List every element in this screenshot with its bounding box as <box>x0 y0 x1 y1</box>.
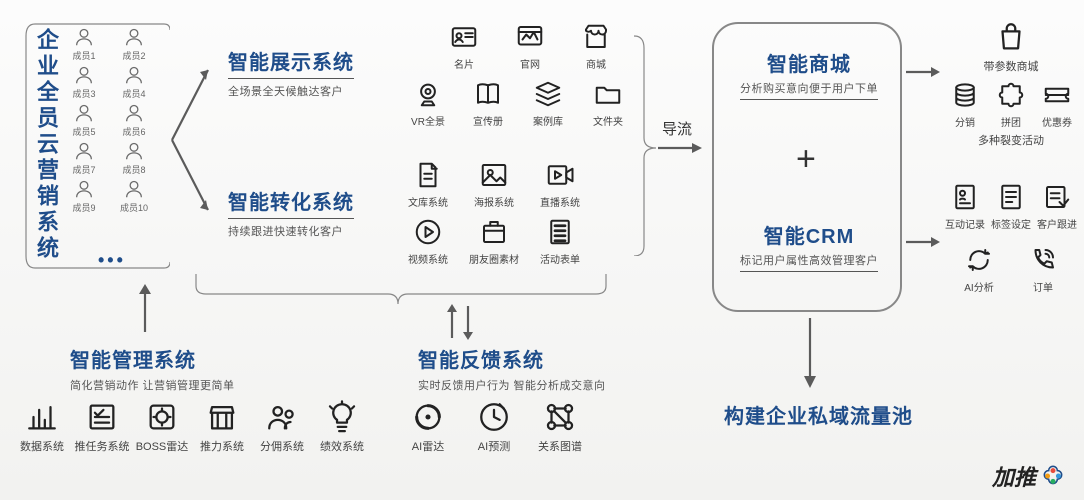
icon-live: 直播系统 <box>532 160 588 209</box>
brand-text: 加推 <box>992 460 1036 492</box>
icon-task: 推任务系统 <box>74 400 130 454</box>
icon-doc: 文库系统 <box>400 160 456 209</box>
convert-sub: 持续跟进快速转化客户 <box>228 223 354 239</box>
icon-form: 活动表单 <box>532 217 588 266</box>
feedback-bidir <box>440 300 480 344</box>
brand-icon <box>1040 463 1066 489</box>
display-icons: 名片官网商城 VR全景宣传册案例库文件夹 <box>400 22 660 128</box>
icon-web: 官网 <box>502 22 558 71</box>
manage-block: 智能管理系统 简化营销动作 让营销管理更简单 <box>70 344 235 393</box>
manage-title: 智能管理系统 <box>70 344 235 373</box>
icon-vr: VR全景 <box>400 79 456 128</box>
manage-sub: 简化营销动作 让营销管理更简单 <box>70 377 235 393</box>
right-icon-column: 带参数商城分销拼团优惠券多种裂变活动互动记录标签设定客户跟进AI分析订单 <box>942 20 1080 294</box>
center-bottom-bracket <box>188 270 618 310</box>
crm-block: 智能CRM 标记用户属性高效管理客户 <box>724 220 894 272</box>
icon-book: 宣传册 <box>460 79 516 128</box>
crm-right-arrow <box>904 232 944 252</box>
icon-image: 海报系统 <box>466 160 522 209</box>
icon-phone: 订单 <box>1015 245 1071 294</box>
brand-logo: 加推 <box>992 460 1066 492</box>
manage-icons: 数据系统推任务系统BOSS雷达推力系统分佣系统绩效系统 <box>14 400 370 454</box>
display-title-block: 智能展示系统 全场景全天候触达客户 <box>228 46 354 99</box>
crm-title: 智能CRM <box>724 220 894 249</box>
flow-label: 导流 <box>662 118 692 139</box>
icon-puzzle: 拼团 <box>988 80 1034 129</box>
icon-chart: 数据系统 <box>14 400 70 454</box>
bottom-right-title: 构建企业私域流量池 <box>724 400 913 429</box>
icon-graph: 关系图谱 <box>532 400 588 454</box>
icon-people: 分佣系统 <box>254 400 310 454</box>
icon-coins: 分销 <box>942 80 988 129</box>
icon-check: 客户跟进 <box>1034 182 1080 231</box>
icon-stack: 案例库 <box>520 79 576 128</box>
mall-block: 智能商城 分析购买意向便于用户下单 <box>724 48 894 100</box>
icon-spin: AI雷达 <box>400 400 456 454</box>
feedback-icons: AI雷达AI预测关系图谱 <box>400 400 588 454</box>
mall-right-arrow <box>904 62 944 82</box>
convert-title-block: 智能转化系统 持续跟进快速转化客户 <box>228 186 354 239</box>
left-bracket <box>20 16 170 276</box>
manage-up-arrow <box>130 280 160 336</box>
display-sub: 全场景全天候触达客户 <box>228 83 354 99</box>
icon-play: 视频系统 <box>400 217 456 266</box>
icon-card: 名片 <box>436 22 492 71</box>
icon-coupon: 优惠券 <box>1034 80 1080 129</box>
icon-cycle: AI分析 <box>951 245 1007 294</box>
plus-sign: + <box>796 140 816 179</box>
icon-box: 朋友圈素材 <box>466 217 522 266</box>
icon-note: 互动记录 <box>942 182 988 231</box>
feedback-sub: 实时反馈用户行为 智能分析成交意向 <box>418 377 606 393</box>
convert-title: 智能转化系统 <box>228 186 354 219</box>
icon-shopstand: 推力系统 <box>194 400 250 454</box>
icon-bag: 带参数商城 <box>983 20 1039 74</box>
icon-tag: 标签设定 <box>988 182 1034 231</box>
feedback-title: 智能反馈系统 <box>418 344 606 373</box>
crm-sub: 标记用户属性高效管理客户 <box>740 252 878 272</box>
feedback-block: 智能反馈系统 实时反馈用户行为 智能分析成交意向 <box>418 344 606 393</box>
display-title: 智能展示系统 <box>228 46 354 79</box>
fork-arrows <box>168 50 228 230</box>
convert-icons: 文库系统海报系统直播系统视频系统朋友圈素材活动表单 <box>400 160 630 266</box>
icon-radar: BOSS雷达 <box>134 400 190 454</box>
icon-clock: AI预测 <box>466 400 522 454</box>
mall-title: 智能商城 <box>724 48 894 77</box>
icon-shop: 商城 <box>568 22 624 71</box>
mall-sub: 分析购买意向便于用户下单 <box>740 80 878 100</box>
icon-folder: 文件夹 <box>580 79 636 128</box>
icon-bulb: 绩效系统 <box>314 400 370 454</box>
down-arrow-final <box>798 316 822 394</box>
flow-arrow <box>656 138 706 158</box>
